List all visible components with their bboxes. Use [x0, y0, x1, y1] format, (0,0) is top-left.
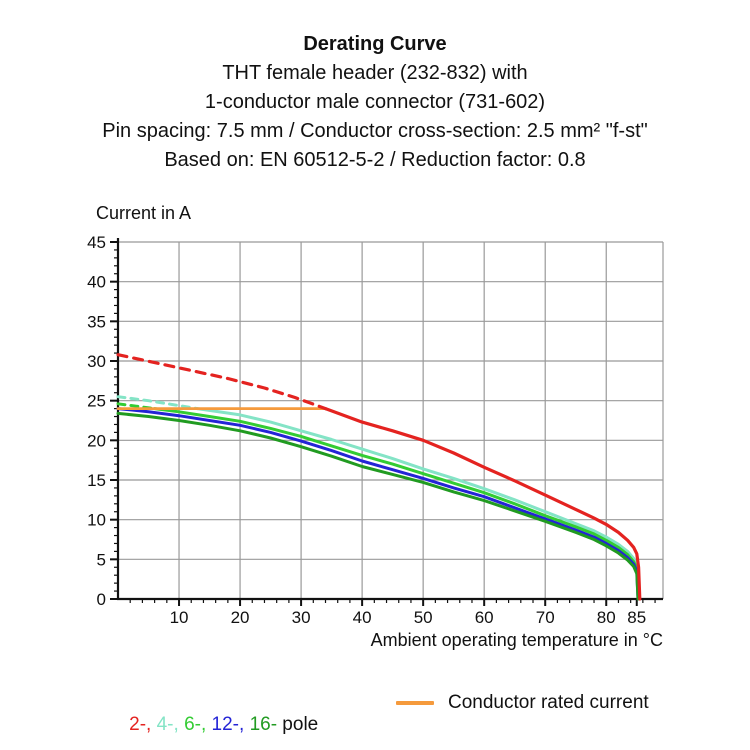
rated-current-line-swatch — [396, 701, 434, 705]
svg-text:35: 35 — [87, 312, 106, 331]
svg-text:80: 80 — [597, 608, 616, 627]
chart-subtitle-line-2: 1-conductor male connector (731-602) — [204, 91, 546, 113]
svg-text:30: 30 — [87, 352, 106, 371]
legend-rated-current: Conductor rated current — [396, 692, 649, 714]
svg-text:10: 10 — [170, 608, 189, 627]
svg-text:30: 30 — [292, 608, 311, 627]
svg-text:0: 0 — [97, 590, 106, 609]
chart-subtitle-line-3: Pin spacing: 7.5 mm / Conductor cross-se… — [102, 120, 648, 142]
svg-text:5: 5 — [97, 550, 106, 569]
legend-pole-4-label: 4-, — [156, 714, 179, 735]
svg-text:45: 45 — [87, 233, 106, 252]
chart-subtitle-line-4: Based on: EN 60512-5-2 / Reduction facto… — [164, 149, 586, 171]
svg-text:25: 25 — [87, 392, 106, 411]
svg-text:10: 10 — [87, 511, 106, 530]
chart-subtitle-line-1: THT female header (232-832) with — [222, 62, 528, 84]
chart-title: Derating Curve — [303, 33, 447, 55]
legend-pole-12-label: 12-, — [211, 714, 245, 735]
legend-poles: 2-, 4-, 6-, 12-, 16- pole — [108, 692, 318, 750]
legend-pole-2-label: 2-, — [129, 714, 152, 735]
y-axis-label: Current in A — [96, 203, 192, 223]
svg-text:70: 70 — [536, 608, 555, 627]
legend-pole-6-label: 6-, — [184, 714, 207, 735]
svg-text:20: 20 — [231, 608, 250, 627]
x-axis-label: Ambient operating temperature in °C — [370, 630, 663, 650]
legend-pole-items: 2-, 4-, 6-, 12-, 16- — [129, 714, 277, 735]
rated-current-label: Conductor rated current — [448, 692, 649, 713]
svg-text:40: 40 — [87, 273, 106, 292]
svg-text:15: 15 — [87, 471, 106, 490]
svg-text:20: 20 — [87, 431, 106, 450]
svg-text:85: 85 — [627, 608, 646, 627]
chart-title-block: Derating Curve THT female header (232-83… — [0, 30, 750, 175]
legend-pole-16-label: 16- — [249, 714, 278, 735]
legend-pole-word: pole — [277, 714, 319, 735]
svg-text:50: 50 — [414, 608, 433, 627]
svg-text:60: 60 — [475, 608, 494, 627]
svg-text:40: 40 — [353, 608, 372, 627]
